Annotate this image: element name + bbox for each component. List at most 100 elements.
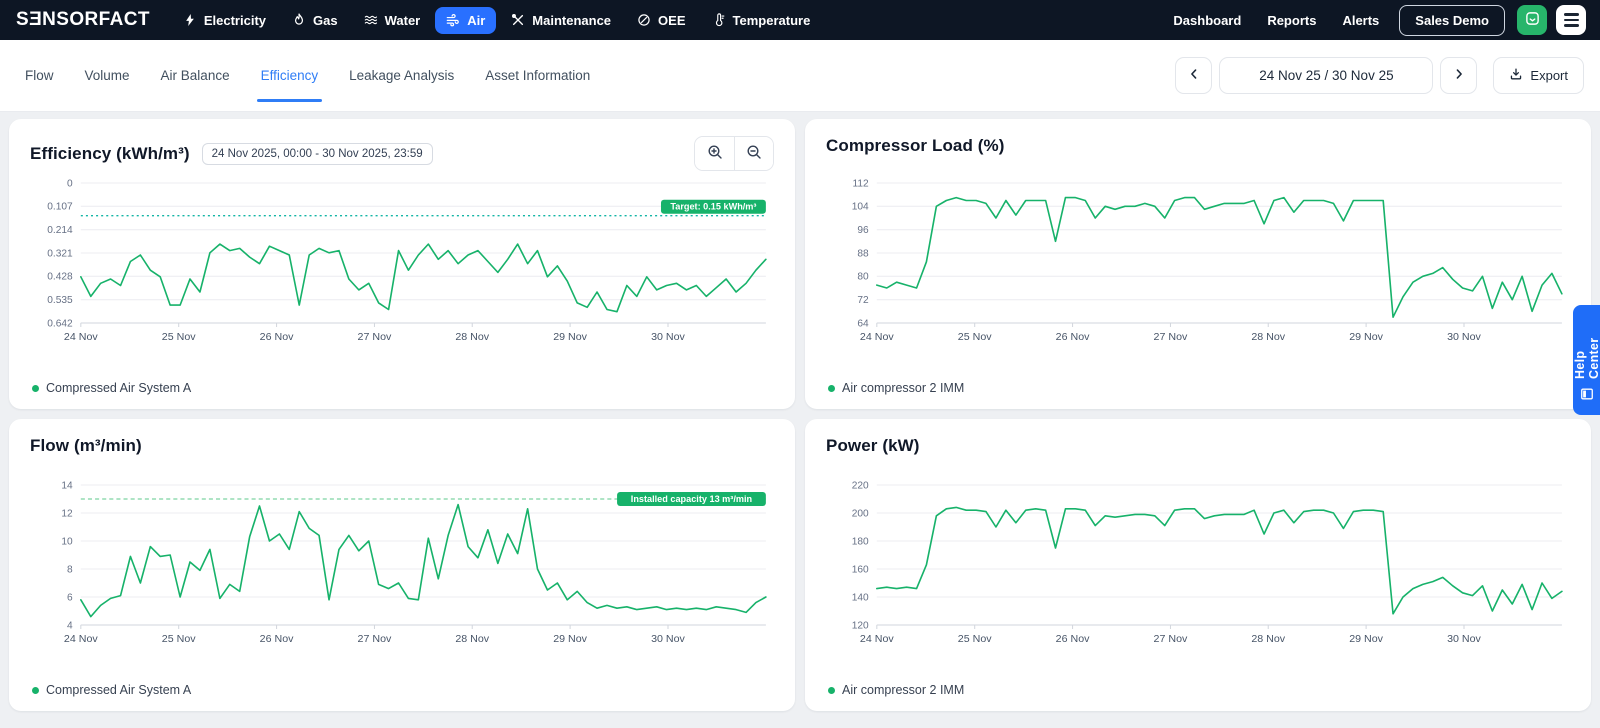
- bolt-icon: [183, 13, 197, 27]
- nav-link-alerts[interactable]: Alerts: [1342, 12, 1380, 28]
- nav-item-label: Electricity: [203, 12, 267, 28]
- svg-text:4: 4: [67, 620, 73, 631]
- svg-text:12: 12: [61, 508, 73, 519]
- tab-efficiency[interactable]: Efficiency: [256, 40, 322, 111]
- chart-legend[interactable]: Air compressor 2 IMM: [826, 681, 1570, 701]
- nav-link-reports[interactable]: Reports: [1267, 12, 1317, 28]
- svg-text:29 Nov: 29 Nov: [1349, 633, 1384, 645]
- svg-text:29 Nov: 29 Nov: [553, 331, 588, 343]
- svg-text:120: 120: [852, 620, 869, 631]
- svg-text:26 Nov: 26 Nov: [1056, 331, 1091, 343]
- svg-text:29 Nov: 29 Nov: [1349, 331, 1384, 343]
- next-period-button[interactable]: [1440, 57, 1478, 94]
- flow-chart[interactable]: 4 6 8 10 12 14 24 Nov 25 Nov 26 Nov 27 Nov 28 Nov 2…: [30, 475, 774, 681]
- nav-item-gas[interactable]: Gas: [281, 7, 349, 34]
- power-chart[interactable]: 120 140 160 180 200 220 24 Nov 25 Nov 26 Nov 27 N…: [826, 475, 1570, 681]
- svg-text:64: 64: [857, 318, 869, 329]
- efficiency-card: Efficiency (kWh/m³) 24 Nov 2025, 00:00 -…: [9, 119, 795, 409]
- nav-item-water[interactable]: Water: [353, 7, 432, 34]
- svg-text:80: 80: [857, 272, 869, 283]
- chat-button[interactable]: [1517, 5, 1547, 35]
- date-controls: 24 Nov 25 / 30 Nov 25 Export: [1175, 57, 1584, 94]
- flow-card-title: Flow (m³/min): [30, 436, 142, 455]
- zoom-in-icon: [707, 144, 723, 163]
- nav-item-air[interactable]: Air: [435, 6, 497, 34]
- svg-text:8: 8: [67, 564, 73, 575]
- tab-asset-information[interactable]: Asset Information: [485, 68, 591, 83]
- help-book-icon: [1580, 387, 1594, 406]
- nav-item-temperature[interactable]: Temperature: [701, 7, 822, 34]
- svg-text:112: 112: [852, 178, 869, 189]
- nav-item-label: Temperature: [732, 12, 811, 28]
- tools-icon: [511, 13, 525, 27]
- chart-legend[interactable]: Air compressor 2 IMM: [826, 379, 1570, 399]
- svg-text:0.428: 0.428: [47, 272, 73, 283]
- primary-nav: Electricity Gas Water Air Maintenance OE…: [172, 6, 1174, 34]
- svg-text:0: 0: [67, 178, 73, 189]
- wind-icon: [446, 13, 460, 27]
- dashboard-grid: Efficiency (kWh/m³) 24 Nov 2025, 00:00 -…: [0, 112, 1600, 718]
- nav-item-electricity[interactable]: Electricity: [172, 7, 277, 34]
- svg-text:160: 160: [852, 564, 869, 575]
- compressor-load-card-title: Compressor Load (%): [826, 136, 1005, 155]
- svg-text:25 Nov: 25 Nov: [162, 633, 197, 645]
- svg-text:27 Nov: 27 Nov: [1154, 331, 1189, 343]
- svg-text:Installed capacity 13 m³/min: Installed capacity 13 m³/min: [631, 494, 752, 504]
- nav-item-label: Maintenance: [532, 12, 612, 28]
- chevron-left-icon: [1187, 67, 1201, 84]
- legend-dot: [32, 384, 39, 392]
- svg-text:0.535: 0.535: [47, 295, 73, 306]
- gauge-icon: [637, 13, 651, 27]
- legend-label: Air compressor 2 IMM: [842, 381, 965, 395]
- sensorfact-logo[interactable]: SƎNSORFACT: [16, 9, 150, 30]
- top-navbar: SƎNSORFACT Electricity Gas Water Air Mai…: [0, 0, 1600, 40]
- zoom-in-button[interactable]: [695, 137, 734, 170]
- svg-text:96: 96: [857, 225, 869, 236]
- date-range-picker[interactable]: 24 Nov 25 / 30 Nov 25: [1219, 57, 1434, 94]
- secondary-nav: Dashboard Reports Alerts: [1173, 13, 1379, 28]
- export-label: Export: [1530, 68, 1568, 83]
- efficiency-chart[interactable]: 0 0.107 0.214 0.321 0.428 0.535 0.642 24 Nov 25 …: [30, 173, 774, 379]
- prev-period-button[interactable]: [1175, 57, 1213, 94]
- legend-label: Compressed Air System A: [46, 381, 192, 395]
- waves-icon: [364, 13, 378, 27]
- time-range-badge: 24 Nov 2025, 00:00 - 30 Nov 2025, 23:59: [201, 142, 433, 165]
- svg-text:180: 180: [852, 536, 869, 547]
- tab-volume[interactable]: Volume: [84, 68, 130, 83]
- chart-legend[interactable]: Compressed Air System A: [30, 681, 774, 701]
- compressor-load-card: Compressor Load (%) 64 72 80 88 96 104 112 24 N…: [805, 119, 1591, 409]
- help-center-tab[interactable]: Help Center: [1573, 305, 1600, 415]
- sales-demo-button[interactable]: Sales Demo: [1399, 4, 1505, 36]
- svg-text:27 Nov: 27 Nov: [358, 331, 393, 343]
- svg-text:220: 220: [852, 480, 869, 491]
- svg-text:0.321: 0.321: [47, 248, 73, 259]
- zoom-out-button[interactable]: [734, 137, 773, 170]
- svg-text:27 Nov: 27 Nov: [1154, 633, 1189, 645]
- nav-item-maintenance[interactable]: Maintenance: [500, 7, 622, 34]
- svg-text:26 Nov: 26 Nov: [260, 331, 295, 343]
- thermometer-icon: [712, 13, 726, 27]
- svg-text:24 Nov: 24 Nov: [860, 331, 895, 343]
- tab-air-balance[interactable]: Air Balance: [160, 68, 230, 83]
- nav-item-label: Gas: [313, 12, 338, 28]
- tab-leakage-analysis[interactable]: Leakage Analysis: [349, 68, 455, 83]
- hamburger-menu-button[interactable]: [1556, 5, 1586, 35]
- svg-text:25 Nov: 25 Nov: [162, 331, 197, 343]
- export-button[interactable]: Export: [1493, 57, 1584, 94]
- zoom-out-icon: [746, 144, 762, 163]
- nav-link-dashboard[interactable]: Dashboard: [1173, 12, 1242, 28]
- svg-text:26 Nov: 26 Nov: [260, 633, 295, 645]
- legend-dot: [828, 686, 835, 694]
- chart-legend[interactable]: Compressed Air System A: [30, 379, 774, 399]
- svg-text:24 Nov: 24 Nov: [64, 633, 99, 645]
- svg-text:24 Nov: 24 Nov: [64, 331, 99, 343]
- nav-item-oee[interactable]: OEE: [626, 7, 696, 34]
- legend-label: Compressed Air System A: [46, 683, 192, 697]
- download-icon: [1509, 67, 1523, 84]
- svg-text:25 Nov: 25 Nov: [958, 633, 993, 645]
- compressor-load-chart[interactable]: 64 72 80 88 96 104 112 24 Nov 25 Nov 26 Nov 27 Nov…: [826, 173, 1570, 379]
- tab-flow[interactable]: Flow: [25, 68, 54, 83]
- svg-text:30 Nov: 30 Nov: [651, 633, 686, 645]
- svg-text:30 Nov: 30 Nov: [1447, 633, 1482, 645]
- nav-item-label: OEE: [658, 12, 686, 28]
